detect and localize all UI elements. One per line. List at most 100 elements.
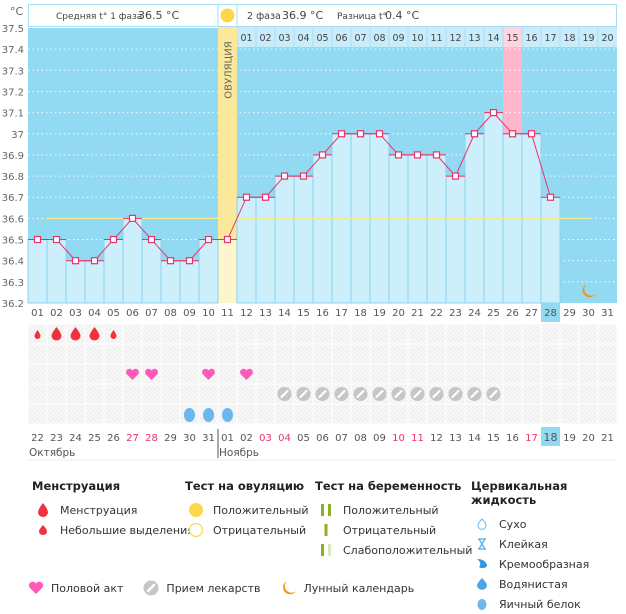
legend-item-medication: Прием лекарств [143, 580, 261, 596]
calendar-date-label: 13 [449, 433, 462, 444]
icon-grid-cell [370, 364, 389, 384]
cycle-day-label: 26 [506, 308, 519, 319]
icon-grid-cell [237, 384, 256, 404]
legend-item-intercourse: Половой акт [28, 581, 123, 595]
icon-grid-cell [408, 364, 427, 384]
icon-grid-cell [275, 324, 294, 344]
legend-item-creamy: Кремообразная [471, 554, 626, 574]
temperature-point [356, 130, 365, 138]
icon-grid-cell [123, 344, 142, 364]
one-line-icon [315, 524, 337, 536]
temperature-bar [274, 175, 295, 304]
legend-item-label: Положительный [213, 503, 309, 517]
cycle-day-label: 20 [392, 308, 405, 319]
menstruation-drop-icon [89, 327, 100, 341]
ovulation-test-positive-icon [220, 8, 235, 23]
icon-grid-cell [541, 384, 560, 404]
legend-item-moon: Лунный календарь [281, 580, 414, 596]
post-ovulation-day-label: 19 [582, 33, 594, 44]
icon-grid-cell [427, 344, 446, 364]
icon-grid-cell [560, 324, 579, 344]
icon-grid-cell [427, 364, 446, 384]
cycle-day-label: 23 [449, 308, 462, 319]
cycle-day-label: 12 [240, 308, 253, 319]
temperature-point [527, 130, 536, 138]
icon-grid-cell [104, 364, 123, 384]
post-ovulation-day-label: 12 [449, 33, 461, 44]
icon-grid-cell [256, 384, 275, 404]
heart-icon [202, 368, 215, 380]
legend-item-ovtest-positive: Положительный [185, 500, 309, 520]
icon-grid-cell [579, 364, 598, 384]
cycle-day-label: 25 [487, 308, 500, 319]
legend-item-label: Отрицательный [213, 523, 307, 537]
icon-grid-cell [275, 364, 294, 384]
temperature-bar [103, 239, 124, 304]
calendar-date-label: 05 [297, 433, 310, 444]
calendar-date-label: 26 [107, 433, 120, 444]
icon-grid-cell [560, 404, 579, 424]
cycle-day-label: 17 [335, 308, 348, 319]
calendar-date-label: 03 [259, 433, 272, 444]
icon-grid-cell [332, 324, 351, 344]
icon-grid-cell [579, 324, 598, 344]
expected-period-column [503, 47, 522, 134]
cycle-day-label: 06 [126, 308, 139, 319]
cycle-day-label: 10 [202, 308, 215, 319]
temperature-bar [160, 260, 181, 304]
cycle-day-label: 03 [69, 308, 82, 319]
calendar-date-label: 21 [601, 433, 614, 444]
icon-grid-cell [85, 404, 104, 424]
icon-grid-cell [370, 344, 389, 364]
y-tick-label: 36.4 [2, 257, 24, 268]
today-cycle-day-highlight [541, 303, 560, 322]
icon-grid-cell [294, 364, 313, 384]
post-ovulation-day-label: 20 [601, 33, 613, 44]
icon-grid-cell [199, 384, 218, 404]
legend-cervical-fluid: Цервикальная жидкость Сухо Клейкая Кремо… [471, 479, 626, 614]
icon-grid-cell [503, 324, 522, 344]
temperature-bar [255, 196, 276, 304]
drop-small-icon [32, 525, 54, 535]
icon-grid-cell [370, 404, 389, 424]
calendar-date-label: 30 [183, 433, 196, 444]
cycle-day-label: 27 [525, 308, 538, 319]
calendar-date-label: 09 [373, 433, 386, 444]
icon-grid-cell [28, 384, 47, 404]
cycle-day-label: 08 [164, 308, 177, 319]
icon-grid-cell [275, 344, 294, 364]
today-date-highlight [541, 427, 560, 446]
icon-grid-cell [256, 344, 275, 364]
icon-grid-cell [484, 404, 503, 424]
icon-grid-cell [332, 364, 351, 384]
temperature-point [413, 151, 422, 159]
faint-lines-icon [315, 544, 337, 556]
temperature-point [375, 130, 384, 138]
icon-grid-cell [161, 344, 180, 364]
icon-grid-cell [123, 324, 142, 344]
icon-grid-cell [560, 364, 579, 384]
icon-grid-cell [66, 404, 85, 424]
pill-icon-stripe [489, 389, 498, 399]
legend-item-label: Половой акт [51, 581, 124, 595]
icon-grid-cell [104, 384, 123, 404]
temperature-point [128, 214, 137, 222]
phase2-value: 36.9 °C [282, 9, 323, 22]
temperature-point [33, 235, 42, 244]
y-tick-label: 36.7 [2, 193, 24, 204]
ovulation-column [218, 27, 237, 303]
temperature-bar [65, 260, 86, 304]
legend-item-spotting: Небольшие выделения [32, 520, 194, 540]
post-ovulation-day-label: 03 [278, 33, 290, 44]
cycle-day-label: 31 [601, 308, 614, 319]
circle-filled-icon [185, 502, 207, 518]
icon-grid-cell [180, 324, 199, 344]
icon-grid-cell [142, 404, 161, 424]
icon-grid-cell [294, 404, 313, 424]
heart-icon [145, 368, 158, 380]
calendar-date-label: 28 [145, 433, 158, 444]
legend-item-label: Водянистая [499, 577, 568, 591]
calendar-date-label: 04 [278, 433, 291, 444]
circle-outline-icon [185, 522, 207, 538]
heart-icon [126, 368, 139, 380]
